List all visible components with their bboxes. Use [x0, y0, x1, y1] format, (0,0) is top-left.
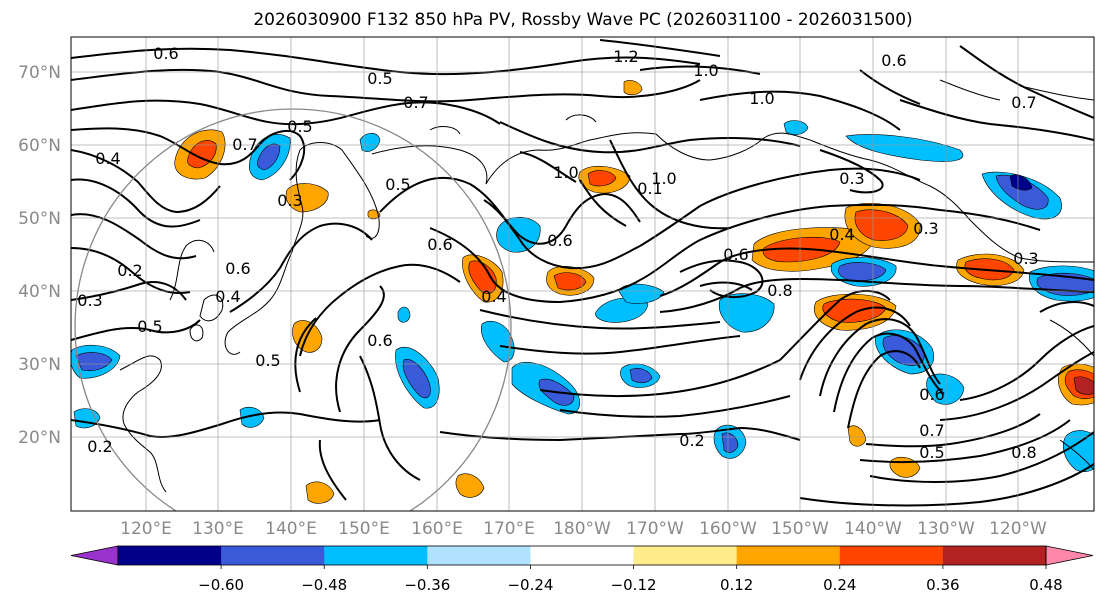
contour-label: 0.6 [225, 259, 250, 278]
contour-label: 0.5 [919, 443, 944, 462]
colorbar-bin [118, 546, 222, 565]
colorbar-tick-label: −0.12 [611, 576, 657, 594]
contour-label: 0.5 [287, 117, 312, 136]
contour-label: 0.3 [1013, 249, 1038, 268]
colorbar-extend-high [1045, 545, 1094, 566]
contour-label: 0.5 [137, 317, 162, 336]
latitude-label: 30°N [18, 355, 61, 375]
contour-label: 0.3 [839, 169, 864, 188]
map-panel: 0.6 1.2 1.0 0.7 0.8 1.0 0.5 0.7 1.0 0.5 1.0 0.5 0.3 0… [71, 37, 1094, 511]
contour-label: 0.3 [913, 219, 938, 238]
map-frame [70, 36, 1095, 512]
colorbar-tick-labels: −0.60 −0.48 −0.36 −0.24 −0.12 0.12 0.24 0.36 0.4… [198, 565, 1063, 594]
contour-label: 0.8 [767, 281, 792, 300]
longitude-label: 160°E [411, 519, 463, 539]
colorbar-bin [633, 546, 738, 565]
colorbar-tick-label: −0.60 [198, 576, 244, 594]
colorbar-bin [942, 546, 1047, 565]
contour-label: 0.6 [723, 245, 748, 264]
longitude-label: 170°E [483, 519, 535, 539]
longitude-label: 120°W [989, 519, 1047, 539]
contour-label: 0.2 [679, 431, 704, 450]
contour-label: 0.7 [403, 93, 428, 112]
contour-label: 0.4 [215, 287, 240, 306]
contour-label: 1.0 [693, 61, 718, 80]
latitude-labels: 70°N 60°N 50°N 40°N 30°N 20°N [18, 63, 61, 448]
longitude-label: 170°W [626, 519, 684, 539]
colorbar-tick-label: −0.36 [404, 576, 450, 594]
reference-circle [74, 108, 512, 511]
longitude-label: 150°E [338, 519, 390, 539]
contour-label: 0.6 [881, 51, 906, 70]
longitude-label: 140°E [265, 519, 317, 539]
colorbar-tick-label: −0.48 [301, 576, 347, 594]
longitude-label: 140°W [844, 519, 902, 539]
contour-label: 1.2 [613, 47, 638, 66]
contour-label: 0.6 [427, 235, 452, 254]
contour-label: 0.4 [481, 287, 506, 306]
contour-label: 0.2 [87, 437, 112, 456]
longitude-label: 130°E [192, 519, 244, 539]
contour-label: 1.0 [553, 163, 578, 182]
colorbar-bin [427, 546, 531, 565]
contour-label: 0.6 [547, 231, 572, 250]
latitude-label: 60°N [18, 136, 61, 156]
longitude-label: 120°E [120, 519, 172, 539]
longitude-label: 160°W [699, 519, 757, 539]
latitude-label: 20°N [18, 428, 61, 448]
contour-label: 0.5 [385, 175, 410, 194]
colorbar-bin [221, 546, 325, 565]
contour-label: 0.1 [637, 179, 662, 198]
longitude-labels: 120°E 130°E 140°E 150°E 160°E 170°E 180°W 170°W… [120, 519, 1047, 539]
contour-label: 0.4 [95, 149, 120, 168]
contour-label: 0.8 [1011, 443, 1036, 462]
coastlines [119, 79, 1094, 493]
contour-label: 0.6 [153, 44, 178, 63]
contour-label: 1.0 [749, 89, 774, 108]
contour-label: 0.7 [232, 135, 257, 154]
contour-label: 0.2 [117, 261, 142, 280]
contour-label: 0.3 [77, 291, 102, 310]
contour-label: 0.5 [367, 69, 392, 88]
contour-label: 1.0 [651, 169, 676, 188]
colorbar-bin [530, 546, 635, 565]
colorbar-bin [736, 546, 841, 565]
contour-label: 0.4 [829, 225, 854, 244]
latitude-label: 40°N [18, 282, 61, 302]
colorbar-extend-low [70, 545, 119, 566]
colorbar-tick-label: 0.12 [720, 576, 753, 594]
contour-label: 0.7 [919, 421, 944, 440]
contour-label: 0.3 [277, 191, 302, 210]
contour-labels: 0.6 1.2 1.0 0.7 0.8 1.0 0.5 0.7 1.0 0.5 1.0 0.5 0.3 0… [77, 44, 1038, 462]
colorbar-bin [839, 546, 944, 565]
gridlines [71, 37, 1094, 511]
longitude-label: 130°W [917, 519, 975, 539]
colorbar-frame [117, 545, 1047, 566]
latitude-label: 70°N [18, 63, 61, 83]
contour-label: 0.6 [367, 331, 392, 350]
contour-label: 0.5 [255, 351, 280, 370]
colorbar-tick-label: −0.24 [507, 576, 553, 594]
latitude-label: 50°N [18, 209, 61, 229]
colorbar-bin [324, 546, 428, 565]
colorbar-tick-label: 0.24 [823, 576, 856, 594]
longitude-label: 180°W [553, 519, 611, 539]
colorbar-tick-label: 0.48 [1029, 576, 1062, 594]
colorbar-tick-label: 0.36 [926, 576, 959, 594]
figure-title: 2026030900 F132 850 hPa PV, Rossby Wave … [253, 10, 912, 30]
contour-label: 0.7 [1011, 93, 1036, 112]
longitude-label: 150°W [771, 519, 829, 539]
colorbar [70, 545, 1094, 566]
contour-label: 0.6 [919, 385, 944, 404]
